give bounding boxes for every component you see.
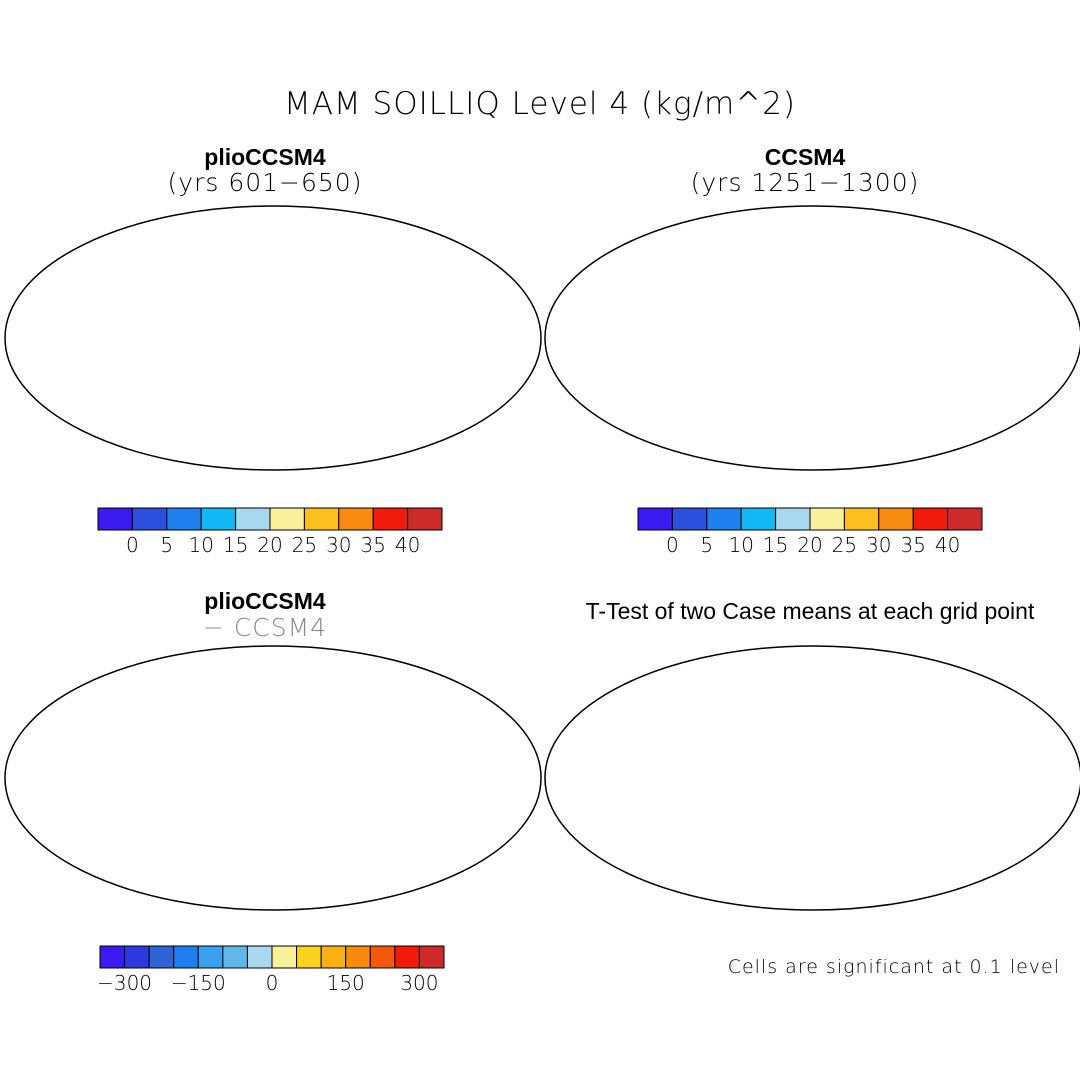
colorbar-diff-swatch — [148, 945, 175, 969]
colorbar-ccsm-tick-label: 40 — [935, 533, 960, 557]
colorbar-plio-swatch — [200, 507, 237, 531]
colorbar-plio-tick-label: 25 — [292, 533, 317, 557]
colorbar-plio-swatch — [269, 507, 305, 531]
colorbar-plio-swatch — [97, 507, 133, 531]
panel-ttest-title: T-Test of two Case means at each grid po… — [585, 598, 1035, 624]
colorbar-diff-swatch — [345, 945, 371, 969]
colorbar-ccsm-swatch — [775, 507, 811, 531]
colorbar-diff-tick-label: −150 — [171, 971, 226, 995]
colorbar-plio-tick-label: 20 — [257, 533, 282, 557]
colorbar-ccsm-tick-label: 0 — [666, 533, 679, 557]
colorbar-plio-swatch — [372, 507, 409, 531]
map-ccsm — [544, 205, 1080, 471]
colorbar-diff-swatch — [418, 945, 445, 969]
colorbar-diff-swatch — [246, 945, 273, 969]
colorbar-plio-tick-label: 0 — [126, 533, 139, 557]
colorbar-diff-swatch — [222, 945, 248, 969]
colorbar-plio-swatch — [235, 507, 271, 531]
colorbar-diff-tick-label: −300 — [97, 971, 152, 995]
panel-plio-title: plioCCSM4 — [204, 144, 326, 170]
colorbar-plio-tick-label: 10 — [188, 533, 213, 557]
colorbar-ccsm-tick-label: 25 — [832, 533, 857, 557]
colorbar-diff-swatch — [271, 945, 298, 969]
colorbar-ccsm-swatch — [843, 507, 880, 531]
figure-title: MAM SOILLIQ Level 4 (kg/m^2) — [283, 86, 797, 122]
colorbar-diff-tick-label: 0 — [266, 971, 279, 995]
colorbar-ccsm-tick-label: 15 — [763, 533, 788, 557]
colorbar-ccsm-tick-label: 35 — [900, 533, 925, 557]
panel-ccsm-title: CCSM4 — [764, 144, 846, 170]
colorbar-diff-swatch — [320, 945, 347, 969]
colorbar-ccsm-tick-label: 5 — [700, 533, 713, 557]
colorbar-ccsm: 0 5 10 15 20 25 30 35 40 — [637, 507, 983, 557]
panel-plio-subtitle: (yrs 601−650) — [167, 168, 363, 197]
colorbar-diff-swatch — [99, 945, 126, 969]
colorbar-diff-tick-label: 150 — [327, 971, 365, 995]
significance-note: Cells are significant at 0.1 level — [727, 956, 1060, 978]
colorbar-ccsm-tick-label: 30 — [866, 533, 891, 557]
colorbar-diff: −300 −150 0 150 300 — [97, 945, 445, 995]
panel-diff-subtitle: − CCSM4 — [202, 613, 328, 642]
colorbar-ccsm-tick-label: 20 — [797, 533, 822, 557]
map-ttest — [544, 645, 1080, 911]
colorbar-ccsm-swatch — [947, 507, 983, 531]
colorbar-plio-tick-label: 35 — [360, 533, 385, 557]
colorbar-plio-swatch — [407, 507, 443, 531]
colorbar-ccsm-tick-label: 10 — [728, 533, 753, 557]
colorbar-diff-swatch — [173, 945, 199, 969]
colorbar-ccsm-swatch — [809, 507, 845, 531]
colorbar-plio-swatch — [338, 507, 374, 531]
colorbar-plio-swatch — [303, 507, 340, 531]
colorbar-diff-swatch — [296, 945, 322, 969]
colorbar-ccsm-swatch — [912, 507, 949, 531]
colorbar-plio-tick-label: 5 — [160, 533, 173, 557]
colorbar-plio-swatch — [166, 507, 202, 531]
colorbar-diff-swatch — [369, 945, 396, 969]
colorbar-diff-tick-label: 300 — [400, 971, 438, 995]
colorbar-diff-swatch — [197, 945, 224, 969]
map-plio — [4, 205, 542, 471]
colorbar-ccsm-swatch — [637, 507, 673, 531]
colorbar-ccsm-swatch — [671, 507, 708, 531]
colorbar-diff-swatch — [394, 945, 420, 969]
colorbar-plio-tick-label: 30 — [326, 533, 351, 557]
colorbar-ccsm-swatch — [878, 507, 914, 531]
colorbar-ccsm-swatch — [706, 507, 742, 531]
colorbar-plio-tick-label: 40 — [395, 533, 420, 557]
colorbar-plio-tick-label: 15 — [223, 533, 248, 557]
colorbar-plio: 0 5 10 15 20 25 30 35 40 — [97, 507, 443, 557]
colorbar-diff-swatch — [124, 945, 150, 969]
panel-ccsm-subtitle: (yrs 1251−1300) — [690, 168, 920, 197]
colorbar-plio-swatch — [131, 507, 168, 531]
map-diff — [4, 645, 542, 911]
colorbar-ccsm-swatch — [740, 507, 777, 531]
panel-diff-title: plioCCSM4 — [204, 588, 326, 614]
